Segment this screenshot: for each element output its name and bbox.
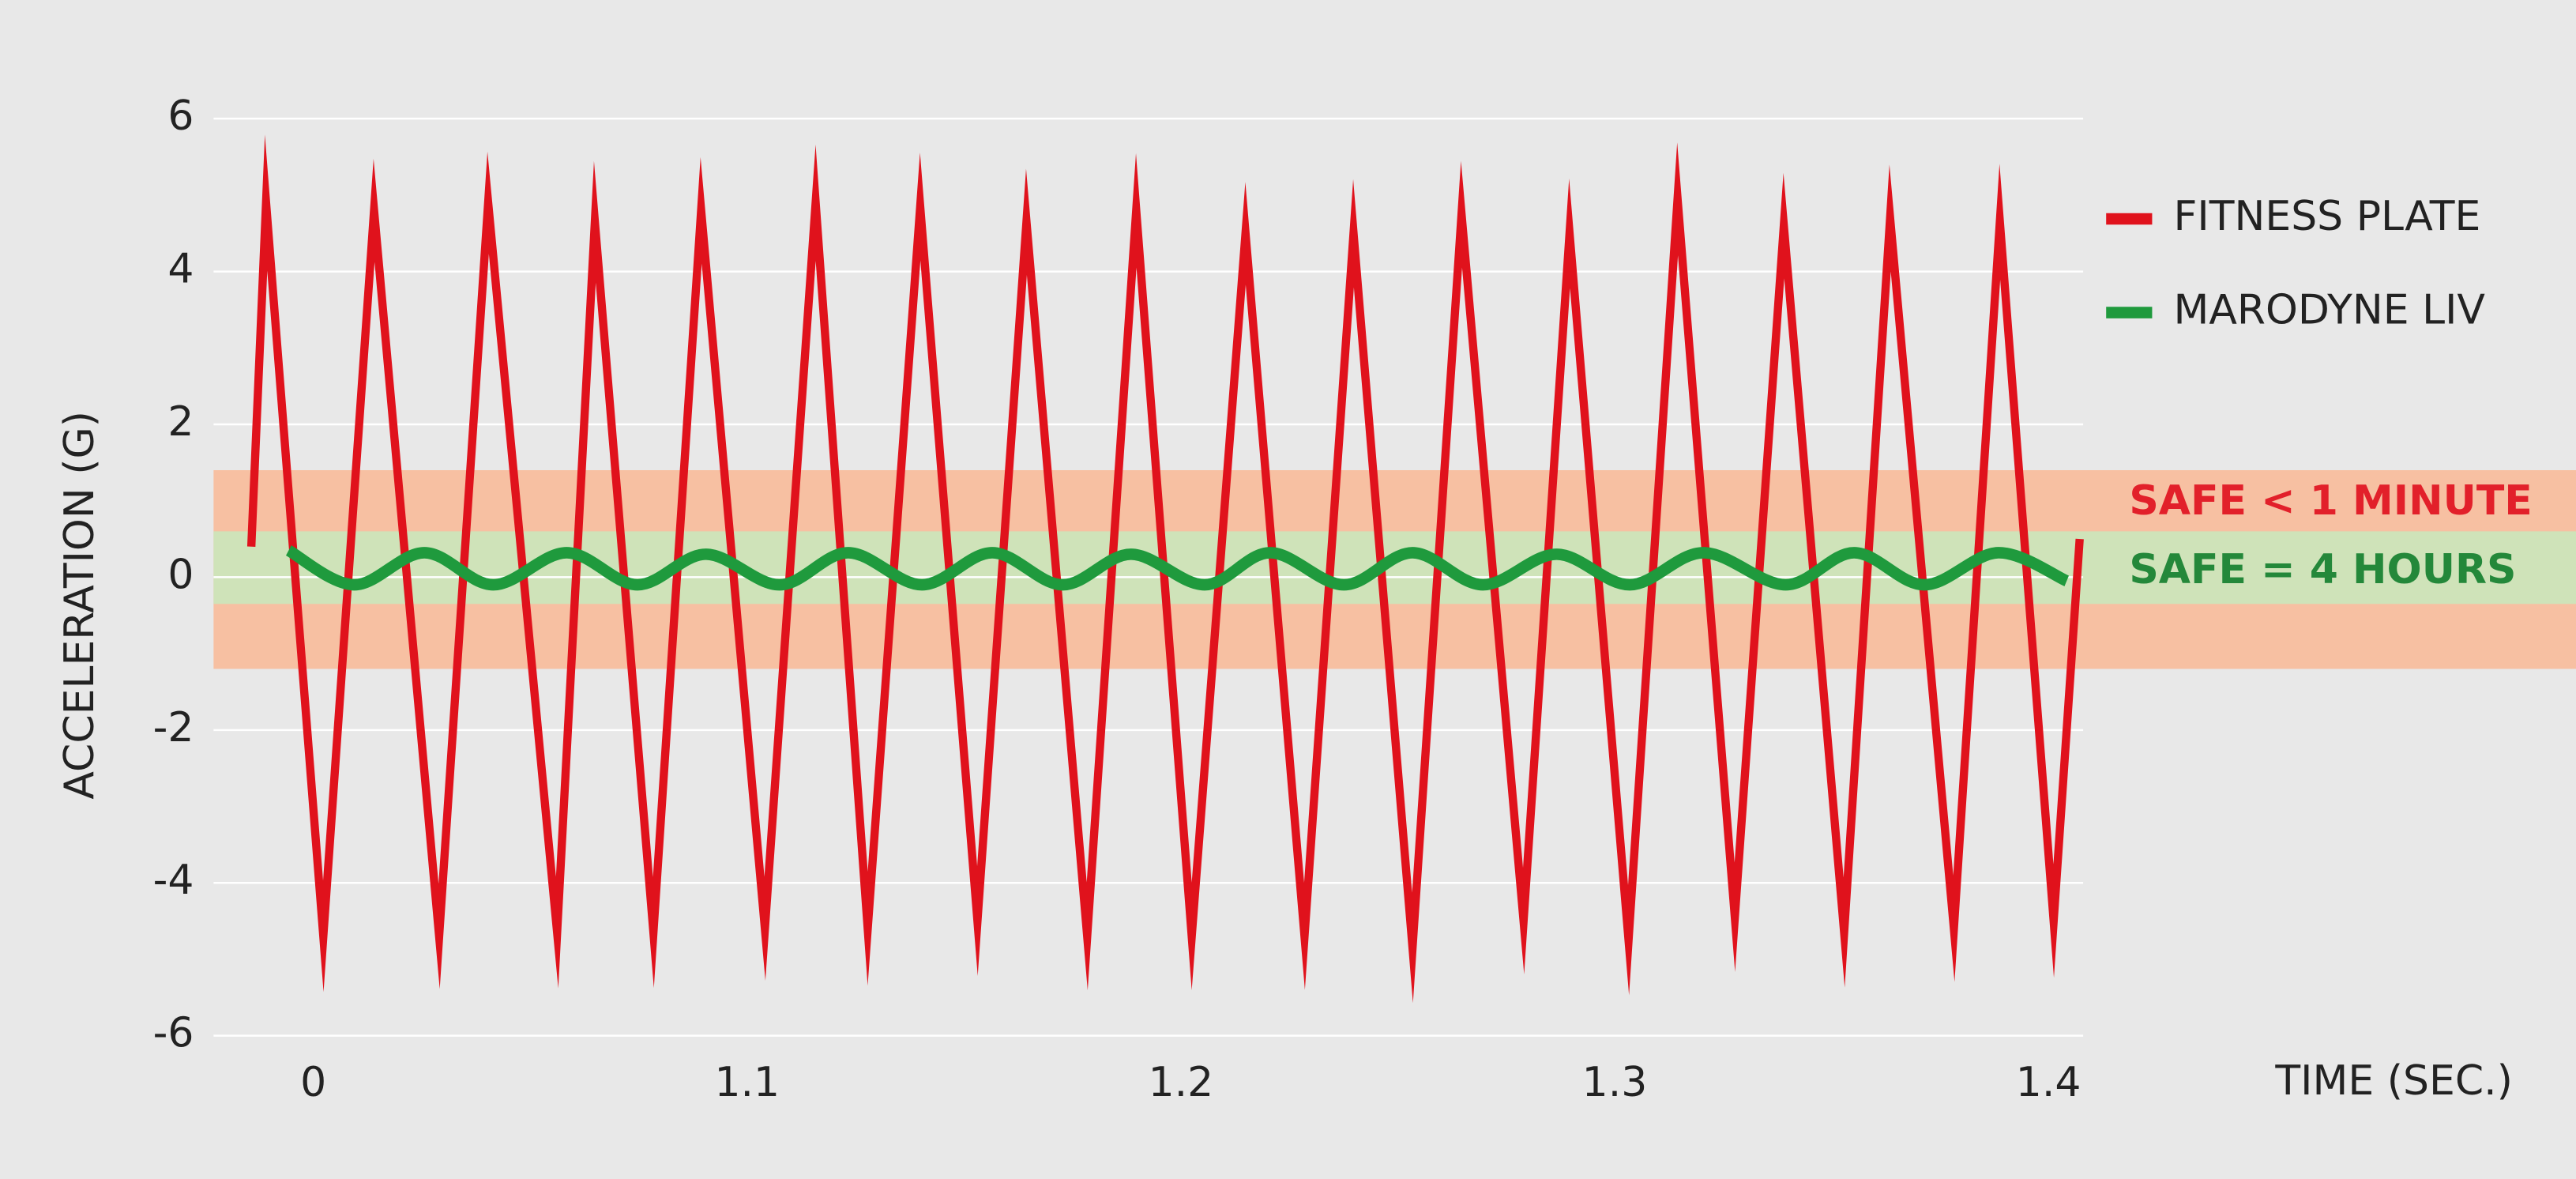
y-tick-label: 2 xyxy=(167,398,194,446)
band-label: SAFE < 1 MINUTE xyxy=(2129,477,2532,525)
band-label: SAFE = 4 HOURS xyxy=(2129,546,2516,593)
legend-label: MARODYNE LIV xyxy=(2173,287,2485,334)
y-tick-label: 6 xyxy=(167,92,194,140)
x-tick-label: 1.4 xyxy=(2016,1059,2081,1106)
y-tick-label: -6 xyxy=(153,1010,194,1057)
series-line xyxy=(285,545,2070,591)
y-axis-title: ACCELERATION (G) xyxy=(56,411,103,800)
labels: 6 4 2 0 -2 -4 -6 0 1.1 1.2 1.3 1.4 FITNESS PLATE MARO… xyxy=(153,92,2533,1106)
y-tick-label: 4 xyxy=(167,246,194,293)
y-tick-label: -4 xyxy=(153,857,194,904)
y-tick-label: 0 xyxy=(167,551,194,598)
x-tick-label: 1.2 xyxy=(1149,1059,1214,1106)
x-tick-label: 1.1 xyxy=(714,1059,780,1106)
x-tick-label: 1.3 xyxy=(1582,1059,1648,1106)
lines xyxy=(246,134,2084,1004)
legend-label: FITNESS PLATE xyxy=(2173,193,2480,240)
y-tick-label: -2 xyxy=(153,704,194,751)
bands xyxy=(213,470,2576,669)
x-axis-title: TIME (SEC.) xyxy=(2274,1057,2513,1105)
x-tick-label: 0 xyxy=(300,1059,326,1106)
